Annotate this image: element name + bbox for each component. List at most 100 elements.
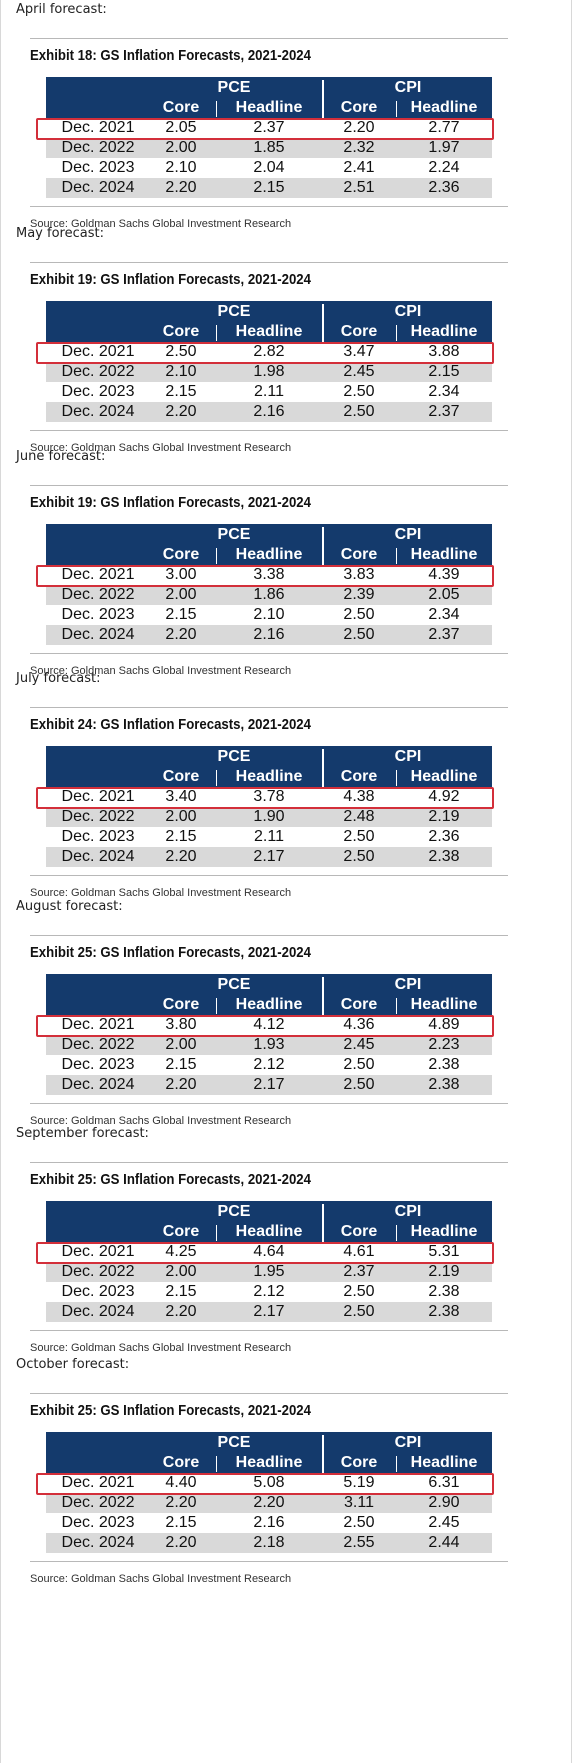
header-subseparator bbox=[396, 998, 397, 1014]
pce-headline-value: 2.17 bbox=[253, 848, 285, 865]
table-row: Dec. 2024 2.20 2.16 2.50 2.37 bbox=[46, 625, 492, 645]
cpi-core-value: 2.32 bbox=[343, 139, 375, 156]
header-cpi-core: Core bbox=[340, 768, 378, 785]
pce-core-value: 3.00 bbox=[165, 566, 197, 583]
pce-headline-value: 2.82 bbox=[253, 343, 285, 360]
forecast-section: May forecast: Exhibit 19: GS Inflation F… bbox=[0, 224, 572, 475]
header-subseparator bbox=[216, 770, 217, 786]
pce-core-value: 2.05 bbox=[165, 119, 197, 136]
row-label: Dec. 2021 bbox=[61, 1016, 135, 1033]
highlight-box bbox=[36, 118, 494, 140]
highlight-box bbox=[36, 1015, 494, 1037]
row-label: Dec. 2024 bbox=[61, 1534, 135, 1551]
pce-headline-value: 1.86 bbox=[253, 586, 285, 603]
exhibit-title: Exhibit 19: GS Inflation Forecasts, 2021… bbox=[30, 494, 311, 511]
month-label: September forecast: bbox=[16, 1126, 149, 1141]
row-label: Dec. 2024 bbox=[61, 1303, 135, 1320]
cpi-core-value: 4.36 bbox=[343, 1016, 375, 1033]
pce-core-value: 2.15 bbox=[165, 383, 197, 400]
table-row: Dec. 2021 4.25 4.64 4.61 5.31 bbox=[46, 1242, 492, 1262]
header-group-cpi: CPI bbox=[394, 976, 422, 993]
header-subseparator bbox=[396, 548, 397, 564]
cpi-core-value: 2.51 bbox=[343, 179, 375, 196]
table-row: Dec. 2024 2.20 2.15 2.51 2.36 bbox=[46, 178, 492, 198]
forecast-table: PCE CPI Core Headline Core Headline Dec.… bbox=[46, 301, 492, 422]
cpi-headline-value: 2.15 bbox=[428, 363, 460, 380]
cpi-headline-value: 2.90 bbox=[428, 1494, 460, 1511]
pce-core-value: 2.20 bbox=[165, 1303, 197, 1320]
header-subseparator bbox=[396, 325, 397, 341]
cpi-headline-value: 4.92 bbox=[428, 788, 460, 805]
header-pce-headline: Headline bbox=[235, 1223, 303, 1240]
cpi-core-value: 2.45 bbox=[343, 363, 375, 380]
pce-core-value: 4.40 bbox=[165, 1474, 197, 1491]
pce-headline-value: 2.16 bbox=[253, 403, 285, 420]
divider-bottom bbox=[30, 653, 508, 654]
cpi-core-value: 2.50 bbox=[343, 828, 375, 845]
row-label: Dec. 2022 bbox=[61, 363, 135, 380]
table-row: Dec. 2023 2.15 2.12 2.50 2.38 bbox=[46, 1055, 492, 1075]
divider-top bbox=[30, 262, 508, 263]
cpi-core-value: 2.50 bbox=[343, 1056, 375, 1073]
forecast-table: PCE CPI Core Headline Core Headline Dec.… bbox=[46, 524, 492, 645]
table-body: Dec. 2021 2.50 2.82 3.47 3.88 Dec. 2022 … bbox=[46, 342, 492, 422]
table-header: PCE CPI Core Headline Core Headline bbox=[46, 746, 492, 787]
cpi-headline-value: 1.97 bbox=[428, 139, 460, 156]
row-label: Dec. 2021 bbox=[61, 1243, 135, 1260]
table-header: PCE CPI Core Headline Core Headline bbox=[46, 77, 492, 118]
forecast-section: August forecast: Exhibit 25: GS Inflatio… bbox=[0, 897, 572, 1148]
table-row: Dec. 2021 3.00 3.38 3.83 4.39 bbox=[46, 565, 492, 585]
pce-core-value: 2.20 bbox=[165, 626, 197, 643]
header-subseparator bbox=[216, 325, 217, 341]
pce-headline-value: 2.10 bbox=[253, 606, 285, 623]
row-label: Dec. 2023 bbox=[61, 1514, 135, 1531]
pce-headline-value: 5.08 bbox=[253, 1474, 285, 1491]
cpi-headline-value: 6.31 bbox=[428, 1474, 460, 1491]
source-note: Source: Goldman Sachs Global Investment … bbox=[30, 887, 292, 899]
table-row: Dec. 2024 2.20 2.16 2.50 2.37 bbox=[46, 402, 492, 422]
pce-core-value: 2.10 bbox=[165, 363, 197, 380]
source-note: Source: Goldman Sachs Global Investment … bbox=[30, 442, 292, 454]
forecast-table: PCE CPI Core Headline Core Headline Dec.… bbox=[46, 746, 492, 867]
cpi-core-value: 2.50 bbox=[343, 606, 375, 623]
divider-top bbox=[30, 38, 508, 39]
pce-core-value: 2.00 bbox=[165, 1263, 197, 1280]
header-cpi-core: Core bbox=[340, 323, 378, 340]
exhibit-title: Exhibit 19: GS Inflation Forecasts, 2021… bbox=[30, 271, 311, 288]
source-note: Source: Goldman Sachs Global Investment … bbox=[30, 218, 292, 230]
row-label: Dec. 2022 bbox=[61, 139, 135, 156]
pce-headline-value: 1.95 bbox=[253, 1263, 285, 1280]
header-pce-core: Core bbox=[162, 323, 200, 340]
table-row: Dec. 2024 2.20 2.17 2.50 2.38 bbox=[46, 1075, 492, 1095]
cpi-core-value: 3.47 bbox=[343, 343, 375, 360]
pce-headline-value: 3.78 bbox=[253, 788, 285, 805]
header-subseparator bbox=[396, 1456, 397, 1472]
cpi-headline-value: 2.44 bbox=[428, 1534, 460, 1551]
cpi-core-value: 2.50 bbox=[343, 626, 375, 643]
pce-headline-value: 2.17 bbox=[253, 1303, 285, 1320]
pce-headline-value: 2.17 bbox=[253, 1076, 285, 1093]
header-group-pce: PCE bbox=[217, 526, 251, 543]
table-row: Dec. 2022 2.00 1.93 2.45 2.23 bbox=[46, 1035, 492, 1055]
cpi-headline-value: 4.89 bbox=[428, 1016, 460, 1033]
row-label: Dec. 2021 bbox=[61, 119, 135, 136]
forecast-table: PCE CPI Core Headline Core Headline Dec.… bbox=[46, 1432, 492, 1553]
header-pce-core: Core bbox=[162, 996, 200, 1013]
pce-core-value: 2.15 bbox=[165, 1514, 197, 1531]
table-body: Dec. 2021 3.40 3.78 4.38 4.92 Dec. 2022 … bbox=[46, 787, 492, 867]
row-label: Dec. 2023 bbox=[61, 606, 135, 623]
header-subseparator bbox=[396, 101, 397, 117]
forecast-section: July forecast: Exhibit 24: GS Inflation … bbox=[0, 669, 572, 920]
table-header: PCE CPI Core Headline Core Headline bbox=[46, 524, 492, 565]
header-group-cpi: CPI bbox=[394, 526, 422, 543]
header-separator bbox=[322, 1204, 324, 1242]
cpi-core-value: 2.37 bbox=[343, 1263, 375, 1280]
header-cpi-headline: Headline bbox=[410, 99, 478, 116]
month-label: July forecast: bbox=[16, 671, 101, 686]
table-body: Dec. 2021 2.05 2.37 2.20 2.77 Dec. 2022 … bbox=[46, 118, 492, 198]
cpi-headline-value: 2.23 bbox=[428, 1036, 460, 1053]
forecast-table: PCE CPI Core Headline Core Headline Dec.… bbox=[46, 77, 492, 198]
header-group-pce: PCE bbox=[217, 1203, 251, 1220]
cpi-headline-value: 3.88 bbox=[428, 343, 460, 360]
table-header: PCE CPI Core Headline Core Headline bbox=[46, 1201, 492, 1242]
